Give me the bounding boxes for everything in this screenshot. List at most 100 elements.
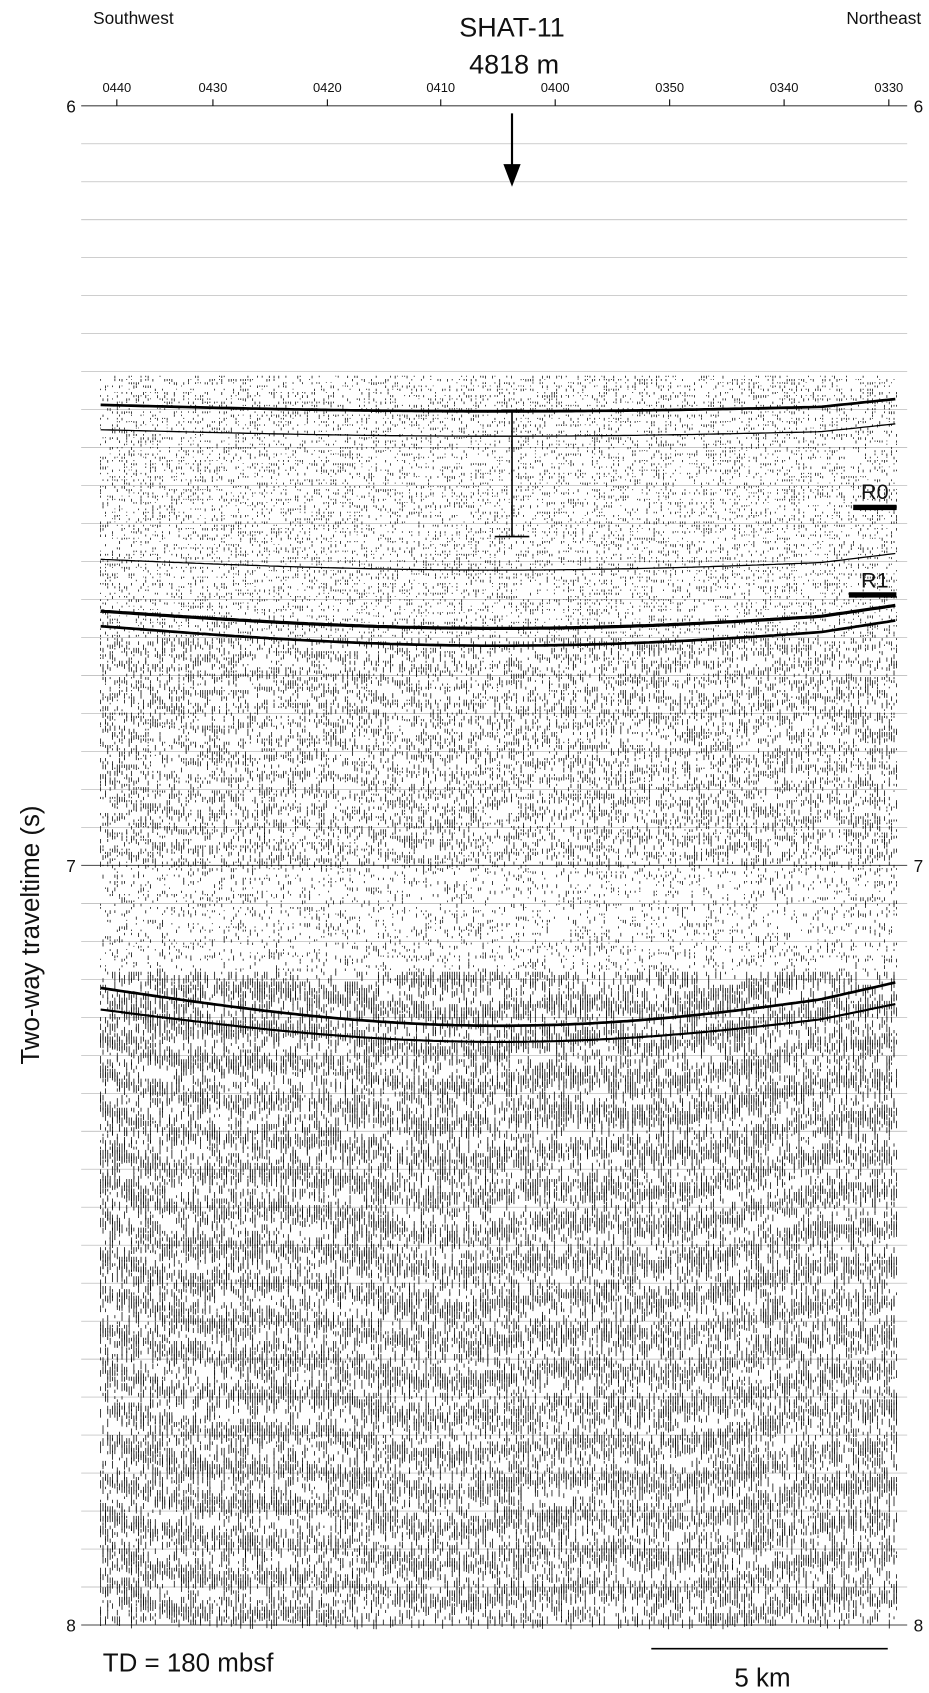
- seismic-trace: [105, 683, 897, 689]
- seismic-trace: [102, 1515, 890, 1526]
- seismic-trace: [128, 809, 888, 816]
- seismic-trace: [100, 417, 895, 421]
- reflector-label: R1: [861, 567, 889, 592]
- seismic-trace: [100, 521, 897, 525]
- seismic-trace: [119, 589, 897, 593]
- seismic-trace: [102, 855, 893, 861]
- seismic-trace: [100, 1266, 897, 1277]
- seismic-trace: [100, 654, 895, 660]
- seismic-trace: [100, 1182, 897, 1193]
- seismic-trace: [100, 618, 897, 622]
- scale-label: 5 km: [734, 1665, 790, 1693]
- seismic-trace: [100, 906, 897, 912]
- reflector: [100, 619, 896, 648]
- seismic-trace: [102, 741, 881, 748]
- seismic-trace: [100, 1140, 888, 1150]
- seismic-trace: [100, 1334, 890, 1345]
- seismic-trace: [100, 903, 895, 908]
- shotpoint-label: 0420: [313, 80, 342, 95]
- seismic-trace: [105, 777, 890, 784]
- seismic-trace: [116, 871, 878, 876]
- seismic-trace: [102, 939, 885, 944]
- seismic-trace: [154, 987, 876, 998]
- seismic-trace: [112, 1117, 895, 1128]
- seismic-trace: [100, 534, 893, 538]
- shotpoint-label: 0400: [541, 80, 570, 95]
- seismic-trace: [112, 1561, 885, 1572]
- seismic-trace: [100, 1470, 888, 1481]
- reflector: [100, 397, 896, 413]
- seismic-trace: [140, 1570, 890, 1581]
- seismic-trace: [100, 725, 893, 732]
- seismic-trace: [107, 1405, 897, 1416]
- seismic-trace: [102, 1392, 897, 1403]
- seismic-trace: [107, 586, 893, 590]
- seismic-trace: [105, 936, 790, 941]
- seismic-trace: [105, 1201, 895, 1212]
- seismic-trace: [102, 942, 897, 947]
- seismic-trace: [109, 1237, 876, 1247]
- seismic-trace: [102, 398, 881, 402]
- seismic-trace: [102, 621, 881, 626]
- reflector: [100, 423, 896, 437]
- seismic-trace: [105, 515, 897, 519]
- seismic-trace: [112, 1046, 895, 1056]
- seismic-trace: [107, 1431, 897, 1442]
- seismic-trace: [124, 1593, 897, 1604]
- seismic-section: [100, 375, 897, 1630]
- seismic-trace: [109, 702, 895, 709]
- seismic-trace: [100, 783, 897, 790]
- seismic-trace: [105, 596, 897, 600]
- seismic-trace: [102, 502, 888, 506]
- seismic-trace: [116, 421, 895, 425]
- seismic-trace: [100, 1606, 897, 1617]
- seismic-trace: [105, 670, 895, 677]
- seismic-trace: [105, 1538, 890, 1549]
- seismic-trace: [109, 1551, 897, 1562]
- seismic-trace: [112, 518, 897, 522]
- seismic-trace: [116, 929, 893, 934]
- seismic-trace: [102, 1208, 893, 1218]
- seismic-trace: [102, 676, 895, 683]
- seismic-trace: [109, 858, 878, 864]
- seismic-trace: [100, 738, 895, 745]
- seismic-trace: [112, 1114, 895, 1125]
- seismic-trace: [109, 686, 890, 693]
- seismic-trace: [100, 709, 885, 715]
- seismic-trace: [107, 1496, 895, 1507]
- seismic-trace: [102, 602, 885, 606]
- seismic-trace: [100, 1499, 888, 1510]
- seismic-trace: [100, 774, 897, 780]
- seismic-trace: [100, 1347, 885, 1358]
- seismic-trace: [100, 443, 897, 447]
- seismic-trace: [102, 816, 885, 822]
- seismic-trace: [100, 699, 897, 706]
- seismic-trace: [105, 719, 893, 725]
- seismic-trace: [100, 560, 897, 564]
- seismic-trace: [133, 945, 888, 951]
- y-tick-label: 6: [66, 96, 76, 116]
- seismic-trace: [100, 845, 885, 852]
- seismic-trace: [114, 375, 878, 379]
- seismic-trace: [105, 952, 845, 957]
- seismic-trace: [100, 689, 885, 696]
- seismic-trace: [116, 547, 897, 551]
- seismic-trace: [112, 732, 897, 738]
- y-tick-label: 8: [66, 1615, 76, 1635]
- seismic-trace: [107, 751, 895, 758]
- seismic-trace: [109, 1013, 878, 1024]
- shotpoint-label: 0440: [102, 80, 131, 95]
- seismic-trace: [128, 382, 893, 386]
- seismic-trace: [131, 1428, 881, 1439]
- seismic-trace: [100, 612, 897, 616]
- seismic-trace: [102, 673, 888, 680]
- seismic-trace: [109, 453, 893, 457]
- seismic-trace: [116, 806, 895, 813]
- seismic-trace: [102, 608, 893, 612]
- seismic-trace: [109, 476, 866, 480]
- seismic-trace: [102, 822, 893, 829]
- seismic-trace: [100, 570, 897, 574]
- seismic-trace: [102, 712, 895, 719]
- west-label: Southwest: [93, 8, 174, 28]
